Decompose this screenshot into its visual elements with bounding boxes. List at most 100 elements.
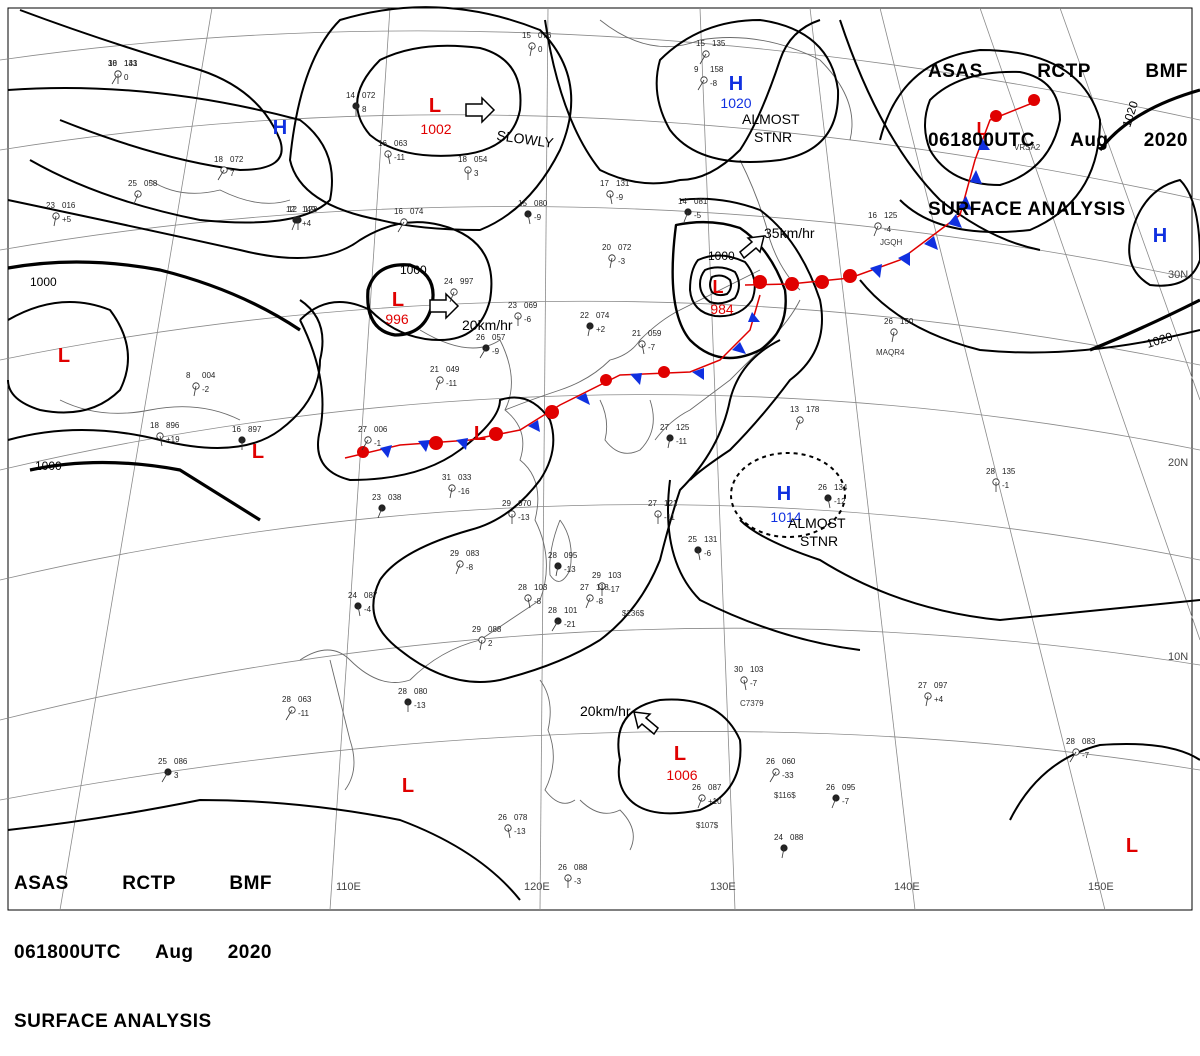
station-value: 21 [430,365,439,374]
movement-20kmhr-north-china: 20km/hr [462,317,513,333]
station-plot: 26 134 -12 [818,483,848,509]
station-value: 081 [694,197,708,206]
station-id: $116$ [774,791,796,800]
system-high-east-letter: H [1153,225,1167,247]
station-value: 25 [128,179,137,188]
station-value: 060 [782,757,796,766]
station-plot: 14 072 8 [346,91,376,116]
system-low-west-letter: L [58,345,70,367]
lon-label: 150E [1088,881,1114,893]
station-plot: 27 125 -11 [660,423,690,449]
station-value: +4 [302,219,312,228]
station-value: 074 [596,311,610,320]
station-value: 135 [712,39,726,48]
station-value: 897 [248,425,262,434]
station-value: 27 [580,583,589,592]
isobar-label: 1000 [35,459,62,473]
station-plot: 26 060 -33 [766,757,796,783]
station-value: 13 [790,405,799,414]
station-value: 072 [230,155,244,164]
station-value: 150 [900,317,914,326]
lon-label: 110E [336,881,361,893]
station-value: 17 [600,179,609,188]
station-value: -1 [374,439,382,448]
station-plot: 17 131 -9 [600,179,630,205]
station-value: -6 [704,549,712,558]
station-value: 896 [166,421,180,430]
wind-barb-icon [587,325,591,337]
station-value: 057 [492,333,506,342]
station-plot: 20 072 -3 [602,243,632,269]
station-plot: 26 057 -9 [476,333,506,359]
station-value: 074 [410,207,424,216]
wind-barb-icon [527,213,531,225]
lat-label: 10N [1168,651,1188,663]
station-value: -13 [514,827,526,836]
station-plot: 15 080 -9 [518,199,548,225]
station-value: 7 [230,169,235,178]
header-year: 2020 [1143,130,1188,151]
station-value: 26 [826,783,835,792]
header-month: Aug [155,942,194,963]
station-value: 27 [358,425,367,434]
station-value: +5 [62,215,72,224]
station-value: 069 [524,301,538,310]
wind-barb-icon [507,827,511,839]
station-plot: 18 896 +19 [150,421,180,447]
movement-35kmhr: 35km/hr [764,225,815,241]
station-value: +2 [596,325,606,334]
isobar-label: 1000 [708,249,735,263]
station-plot: 29 070 -13 [502,499,532,524]
isobars [7,6,1200,901]
wind-barb-icon [435,379,441,391]
station-value: 15 [696,39,705,48]
station-plot: 28 135 -1 [986,467,1016,492]
station-value: 063 [298,695,312,704]
header-office: BMF [1145,61,1188,82]
station-value: 063 [394,139,408,148]
lon-label: 120E [524,881,550,893]
dashed-high-outline [730,452,846,538]
system-low-north-pressure: 1002 [420,121,451,137]
station-plot: 31 033 -16 [442,473,472,499]
system-low-tibet-letter: L [252,441,264,463]
station-value: -7 [750,679,758,688]
station-value: 083 [1082,737,1096,746]
station-value: 28 [986,467,995,476]
station-value: -17 [608,585,620,594]
wind-barb-icon [827,497,831,509]
wind-barb-icon [397,221,405,233]
station-value: 18 [214,155,223,164]
wind-barb-icon [159,435,163,447]
station-value: 16 [394,207,403,216]
station-value: 27 [648,499,657,508]
wind-barb-icon [667,437,671,449]
system-high-okhotsk-letter: H [729,73,743,95]
station-value: 038 [388,493,402,502]
movement-slowly: SLOWLY [496,127,556,151]
station-value: -9 [492,347,500,356]
station-value: -13 [518,513,530,522]
station-value: -16 [458,487,470,496]
station-plot: 14 081 -5 [678,197,708,223]
station-value: 072 [618,243,632,252]
system-low-north-china-pressure: 996 [385,311,409,327]
station-value: -4 [364,605,372,614]
system-low-southeast-letter: L [1126,835,1138,857]
station-id: C7379 [740,699,764,708]
lon-label: 140E [894,881,920,893]
station-plot: 26 087 +10 [692,783,722,809]
station-value: 28 [398,687,407,696]
station-plot: 26 095 -7 [826,783,856,809]
station-value: 14 [346,91,355,100]
station-value: +19 [166,435,180,444]
station-value: -6 [524,315,532,324]
station-plot: 16 074 [394,207,424,233]
station-plot: 26 150 [884,317,914,343]
station-value: -4 [884,225,892,234]
station-value: 15 [518,199,527,208]
station-plot: 28 083 -7 [1066,737,1096,763]
station-plot: 12 123 [288,205,318,230]
wind-barb-icon [609,193,613,205]
system-low-northeast-letter: L [977,119,988,139]
